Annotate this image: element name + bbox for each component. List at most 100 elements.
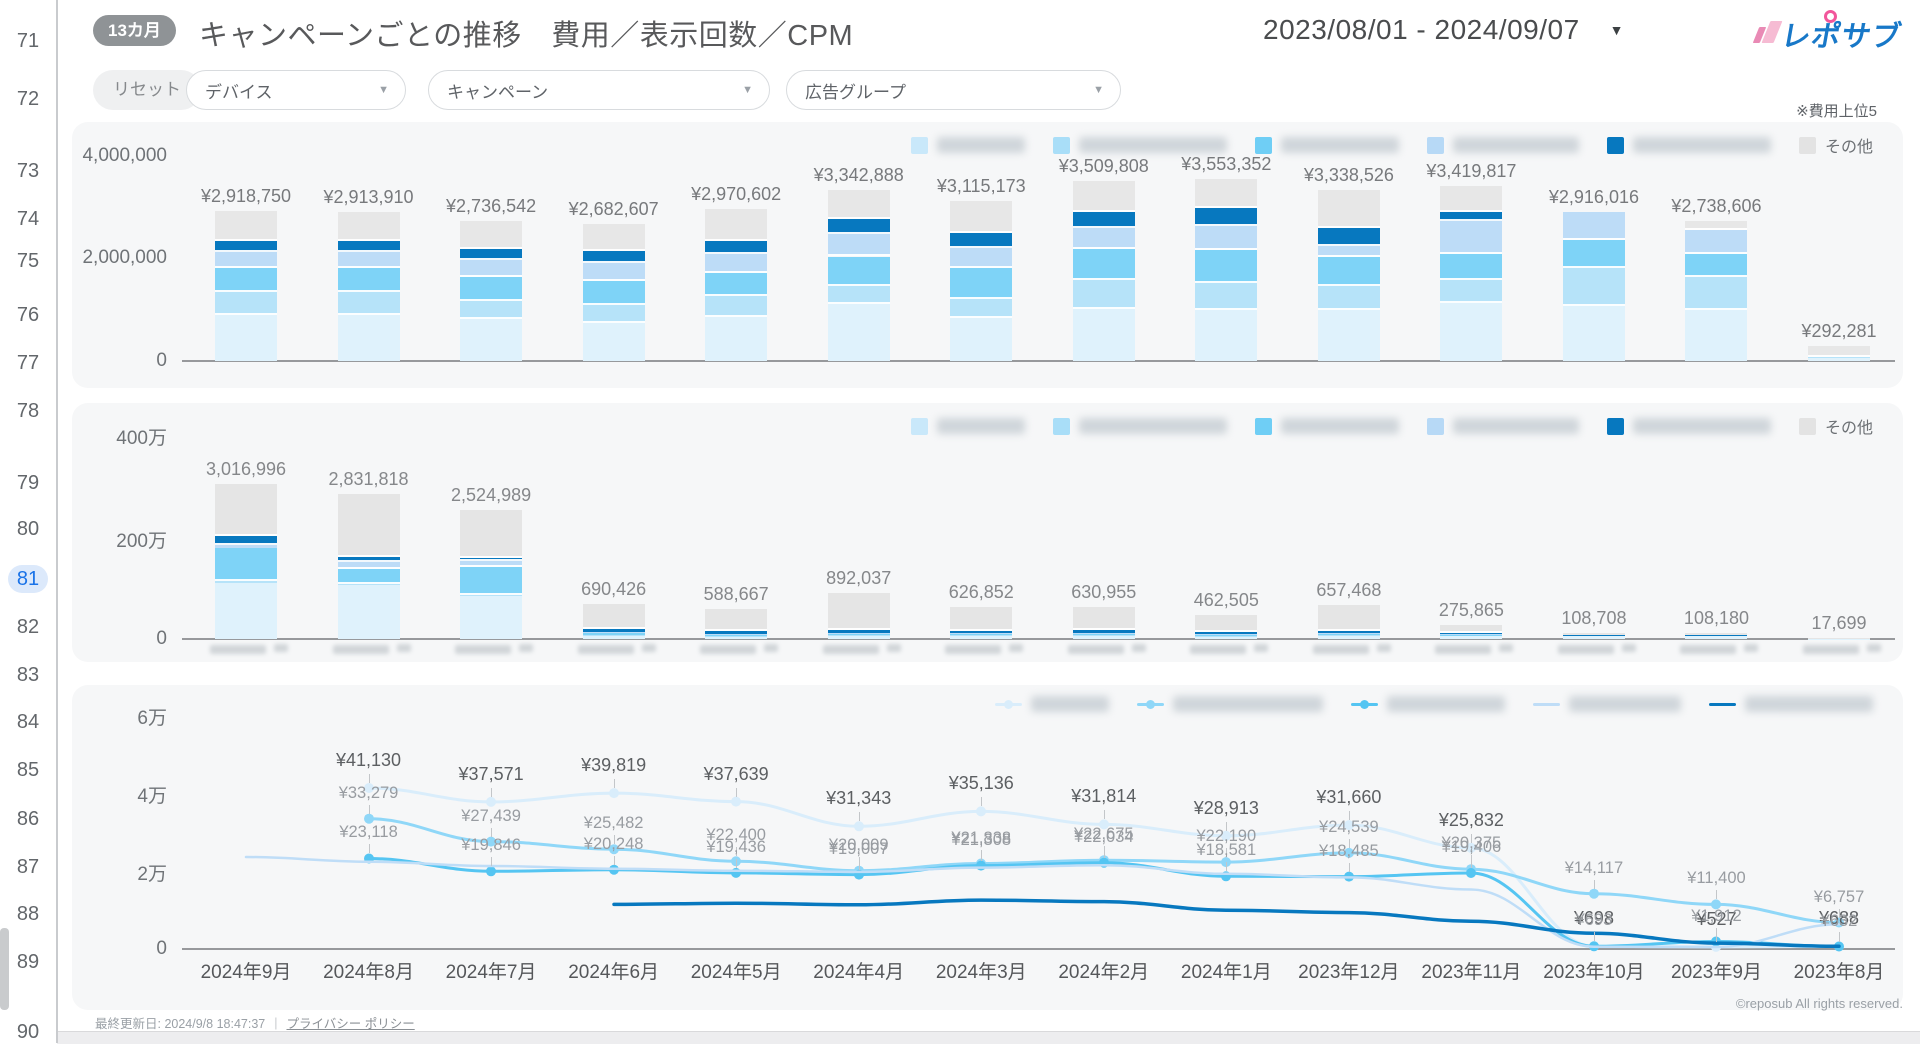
bar-cost-2024年4月[interactable] <box>828 190 890 361</box>
bar-value-label: 275,865 <box>1439 600 1504 621</box>
bar-impressions-2023年10月[interactable] <box>1563 633 1625 639</box>
sidebar-page-77[interactable]: 77 <box>8 349 48 377</box>
bar-impressions-2024年8月[interactable] <box>338 494 400 639</box>
privacy-policy-link[interactable]: プライバシー ポリシー <box>286 1013 414 1032</box>
legend-item-blurred[interactable] <box>1427 418 1579 435</box>
chevron-down-icon: ▼ <box>742 84 753 96</box>
data-point-series-1-blurred-2024年4月[interactable] <box>854 821 864 831</box>
line-value-label: ¥24,539 <box>1319 818 1379 837</box>
bar-impressions-2024年9月[interactable] <box>215 484 277 639</box>
sidebar-page-84[interactable]: 84 <box>8 708 48 736</box>
bar-cost-2023年12月[interactable] <box>1318 190 1380 361</box>
bar-cost-2024年9月[interactable] <box>215 211 277 361</box>
bar-impressions-2023年12月[interactable] <box>1318 605 1380 639</box>
legend-item-others[interactable]: その他 <box>1799 133 1873 157</box>
legend-swatch <box>1799 418 1816 435</box>
data-point-series-3-blurred-2024年3月[interactable] <box>976 861 986 871</box>
bar-cost-2024年1月[interactable] <box>1195 179 1257 361</box>
bar-impressions-2024年2月[interactable] <box>1073 607 1135 639</box>
legend-item-blurred[interactable] <box>1255 137 1399 154</box>
legend-swatch <box>1607 137 1624 154</box>
sidebar-page-75[interactable]: 75 <box>8 247 48 275</box>
data-point-series-2-blurred-2024年8月[interactable] <box>364 814 374 824</box>
sidebar-page-80[interactable]: 80 <box>8 515 48 543</box>
sidebar-page-73[interactable]: 73 <box>8 157 48 185</box>
sidebar-page-81[interactable]: 81 <box>8 565 48 593</box>
bar-segment <box>1073 635 1135 636</box>
bar-segment <box>1318 310 1380 361</box>
sidebar-page-83[interactable]: 83 <box>8 661 48 689</box>
bar-impressions-2024年7月[interactable] <box>460 510 522 639</box>
bar-value-label: 892,037 <box>826 568 891 589</box>
sidebar-scrollbar-thumb[interactable] <box>0 928 9 1010</box>
device-dropdown[interactable]: デバイス ▼ <box>186 70 406 110</box>
sidebar-page-79[interactable]: 79 <box>8 469 48 497</box>
bar-impressions-2024年5月[interactable] <box>705 609 767 639</box>
date-range-selector[interactable]: 2023/08/01 - 2024/09/07 ▼ <box>1263 14 1624 46</box>
bar-cost-2023年8月[interactable] <box>1808 346 1870 361</box>
bar-impressions-2023年9月[interactable] <box>1685 633 1747 639</box>
sidebar-page-90[interactable]: 90 <box>8 1018 48 1046</box>
legend-item-blurred[interactable] <box>1053 418 1227 435</box>
legend-item-blurred[interactable] <box>1607 418 1771 435</box>
data-point-series-1-blurred-2024年5月[interactable] <box>731 797 741 807</box>
data-point-series-2-blurred-2023年10月[interactable] <box>1589 889 1599 899</box>
bar-cost-2024年6月[interactable] <box>583 224 645 361</box>
bar-segment <box>1073 309 1135 361</box>
bar-cost-2024年7月[interactable] <box>460 221 522 361</box>
sidebar-page-87[interactable]: 87 <box>8 853 48 881</box>
data-point-series-1-blurred-2024年7月[interactable] <box>486 797 496 807</box>
campaign-dropdown[interactable]: キャンペーン ▼ <box>428 70 770 110</box>
bar-impressions-2024年3月[interactable] <box>950 607 1012 639</box>
bar-cost-2023年10月[interactable] <box>1563 212 1625 361</box>
label-leader-line <box>736 788 737 797</box>
bar-cost-2023年9月[interactable] <box>1685 221 1747 361</box>
bar-cost-2024年5月[interactable] <box>705 209 767 361</box>
bar-cost-2024年2月[interactable] <box>1073 181 1135 361</box>
data-point-series-1-blurred-2024年6月[interactable] <box>609 788 619 798</box>
ad-group-dropdown[interactable]: 広告グループ ▼ <box>786 70 1121 110</box>
bar-segment <box>1073 280 1135 309</box>
sidebar-page-78[interactable]: 78 <box>8 397 48 425</box>
legend-item-blurred[interactable] <box>911 137 1025 154</box>
sidebar-page-89[interactable]: 89 <box>8 948 48 976</box>
sidebar-page-88[interactable]: 88 <box>8 900 48 928</box>
sidebar-page-76[interactable]: 76 <box>8 301 48 329</box>
x-tick-label-blurred <box>1132 644 1146 652</box>
data-point-series-3-blurred-2024年5月[interactable] <box>731 868 741 878</box>
sidebar-page-82[interactable]: 82 <box>8 613 48 641</box>
bar-cost-2024年3月[interactable] <box>950 201 1012 361</box>
bar-impressions-2023年11月[interactable] <box>1440 625 1502 639</box>
legend-item-blurred[interactable] <box>1607 137 1771 154</box>
bar-segment <box>460 301 522 319</box>
line-value-label: ¥31,814 <box>1071 786 1136 807</box>
bar-value-label: ¥2,682,607 <box>569 199 659 220</box>
x-tick-label-blurred <box>887 644 901 652</box>
bar-segment <box>215 581 277 583</box>
sidebar-page-72[interactable]: 72 <box>8 85 48 113</box>
data-point-series-1-blurred-2024年3月[interactable] <box>976 806 986 816</box>
sidebar-page-74[interactable]: 74 <box>8 205 48 233</box>
top5-cost-note: ※費用上位5 <box>1600 100 1877 121</box>
data-point-series-3-blurred-2024年7月[interactable] <box>486 866 496 876</box>
reset-button[interactable]: リセット <box>93 70 201 110</box>
legend-item-blurred[interactable] <box>1427 137 1579 154</box>
bar-impressions-2024年4月[interactable] <box>828 593 890 639</box>
sidebar-page-71[interactable]: 71 <box>8 27 48 55</box>
bar-impressions-2024年6月[interactable] <box>583 604 645 639</box>
bar-segment <box>215 545 277 547</box>
legend-item-others[interactable]: その他 <box>1799 414 1873 438</box>
bar-segment <box>1440 635 1502 636</box>
data-point-series-3-blurred-2023年11月[interactable] <box>1466 868 1476 878</box>
bar-impressions-2023年8月[interactable] <box>1808 638 1870 639</box>
sidebar-page-86[interactable]: 86 <box>8 805 48 833</box>
bar-cost-2023年11月[interactable] <box>1440 186 1502 361</box>
bar-cost-2024年8月[interactable] <box>338 212 400 361</box>
sidebar-page-85[interactable]: 85 <box>8 756 48 784</box>
legend-item-blurred[interactable] <box>911 418 1025 435</box>
bar-impressions-2024年1月[interactable] <box>1195 615 1257 639</box>
bar-segment <box>1318 634 1380 636</box>
bar-segment <box>583 635 645 639</box>
legend-item-blurred[interactable] <box>1255 418 1399 435</box>
legend-item-blurred[interactable] <box>1053 137 1227 154</box>
